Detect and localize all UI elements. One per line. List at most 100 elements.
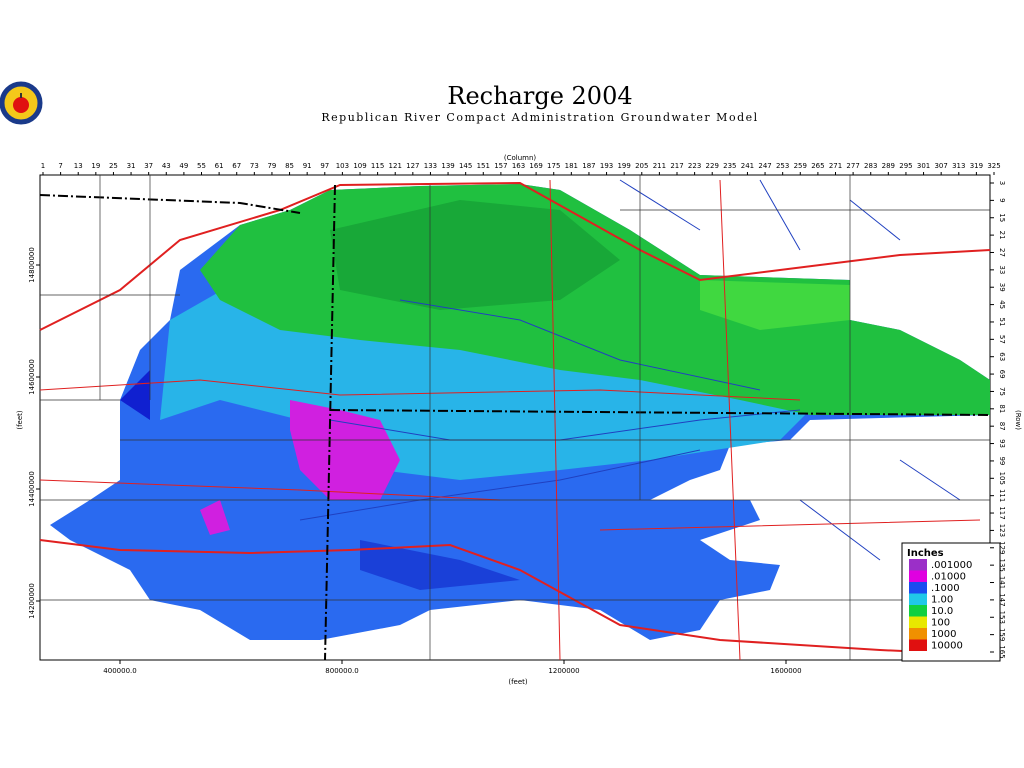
legend-label: 1.00 — [931, 595, 953, 606]
x-feet-tick-label: 400000.0 — [103, 667, 136, 675]
column-tick-label: 7 — [58, 162, 62, 170]
column-tick-label: 157 — [494, 162, 507, 170]
row-tick-label: 93 — [998, 439, 1006, 448]
column-tick-label: 325 — [987, 162, 1000, 170]
column-tick-label: 217 — [670, 162, 683, 170]
column-tick-label: 199 — [617, 162, 630, 170]
column-tick-label: 265 — [811, 162, 824, 170]
column-tick-label: 253 — [776, 162, 789, 170]
legend-label: 100 — [931, 618, 950, 629]
subtitle: Republican River Compact Administration … — [321, 111, 758, 124]
row-tick-label: 75 — [998, 387, 1006, 396]
legend-label: 10000 — [931, 641, 963, 652]
column-tick-label: 241 — [741, 162, 754, 170]
column-tick-label: 205 — [635, 162, 648, 170]
legend-label: .1000 — [931, 583, 960, 594]
column-tick-label: 97 — [320, 162, 329, 170]
row-tick-label: 87 — [998, 422, 1006, 431]
title: Recharge 2004 — [447, 82, 632, 110]
column-tick-label: 295 — [899, 162, 912, 170]
row-tick-label: 33 — [998, 265, 1006, 274]
column-tick-label: 175 — [547, 162, 560, 170]
column-tick-label: 319 — [970, 162, 983, 170]
x-feet-label: (feet) — [508, 678, 528, 686]
row-tick-label: 63 — [998, 352, 1006, 361]
column-tick-label: 271 — [829, 162, 842, 170]
column-tick-label: 145 — [459, 162, 472, 170]
column-tick-label: 169 — [529, 162, 542, 170]
row-tick-label: 153 — [998, 611, 1006, 624]
row-tick-label: 27 — [998, 248, 1006, 257]
column-tick-label: 277 — [846, 162, 859, 170]
column-tick-label: 85 — [285, 162, 294, 170]
column-tick-label: 13 — [74, 162, 83, 170]
y-feet-tick-label: 14400000 — [28, 471, 36, 507]
column-tick-label: 259 — [794, 162, 807, 170]
column-tick-label: 49 — [179, 162, 188, 170]
roads — [39, 179, 991, 661]
row-tick-label: 51 — [998, 318, 1006, 327]
column-axis-label: (Column) — [504, 154, 537, 162]
x-feet-tick-label: 1600000 — [770, 667, 801, 675]
column-tick-label: 187 — [582, 162, 595, 170]
column-tick-label: 127 — [406, 162, 419, 170]
column-tick-label: 151 — [477, 162, 490, 170]
row-tick-label: 165 — [998, 645, 1006, 658]
column-tick-label: 181 — [565, 162, 578, 170]
y-feet-tick-label: 14800000 — [28, 247, 36, 283]
legend-title: Inches — [907, 548, 944, 559]
column-tick-label: 31 — [127, 162, 136, 170]
column-tick-label: 247 — [758, 162, 771, 170]
column-tick-label: 79 — [267, 162, 276, 170]
row-tick-label: 15 — [998, 213, 1006, 222]
column-tick-label: 139 — [441, 162, 454, 170]
legend-swatch — [909, 570, 927, 582]
column-tick-label: 25 — [109, 162, 118, 170]
legend-label: .001000 — [931, 560, 972, 571]
row-tick-label: 99 — [998, 456, 1006, 465]
column-tick-label: 19 — [91, 162, 100, 170]
legend-swatch — [909, 559, 927, 571]
column-tick-label: 121 — [389, 162, 402, 170]
legend-swatch — [909, 605, 927, 617]
column-tick-label: 313 — [952, 162, 965, 170]
column-tick-label: 163 — [512, 162, 525, 170]
row-tick-label: 81 — [998, 404, 1006, 413]
row-tick-label: 39 — [998, 283, 1006, 292]
y-feet-tick-label: 14200000 — [28, 583, 36, 619]
row-tick-label: 135 — [998, 558, 1006, 571]
row-tick-label: 57 — [998, 335, 1006, 344]
legend-label: .01000 — [931, 572, 966, 583]
logo — [0, 81, 43, 125]
column-tick-label: 235 — [723, 162, 736, 170]
row-tick-label: 147 — [998, 593, 1006, 606]
column-tick-label: 289 — [882, 162, 895, 170]
column-tick-label: 109 — [353, 162, 366, 170]
column-tick-label: 1 — [41, 162, 45, 170]
row-tick-label: 111 — [998, 489, 1006, 502]
legend-swatch — [909, 593, 927, 605]
row-tick-label: 69 — [998, 370, 1006, 379]
column-tick-label: 193 — [600, 162, 613, 170]
column-tick-label: 133 — [424, 162, 437, 170]
column-tick-label: 301 — [917, 162, 930, 170]
column-tick-label: 61 — [215, 162, 224, 170]
state-lines — [39, 184, 991, 661]
column-tick-label: 283 — [864, 162, 877, 170]
legend-swatch — [909, 639, 927, 651]
column-tick-label: 229 — [706, 162, 719, 170]
x-feet-tick-label: 800000.0 — [325, 667, 358, 675]
legend-label: 1000 — [931, 629, 956, 640]
row-tick-label: 141 — [998, 576, 1006, 589]
row-axis-label: (Row) — [1014, 410, 1022, 430]
x-feet-tick-label: 1200000 — [548, 667, 579, 675]
column-tick-label: 103 — [336, 162, 349, 170]
legend-swatch — [909, 616, 927, 628]
column-tick-label: 73 — [250, 162, 259, 170]
legend-swatch — [909, 582, 927, 594]
row-tick-label: 129 — [998, 541, 1006, 554]
legend-swatch — [909, 628, 927, 640]
row-tick-label: 9 — [998, 198, 1006, 202]
row-tick-label: 21 — [998, 231, 1006, 240]
